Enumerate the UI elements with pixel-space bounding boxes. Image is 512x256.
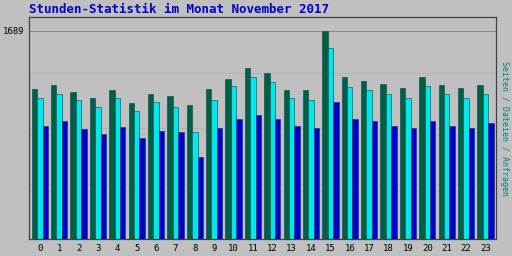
Bar: [148, 94, 153, 239]
Bar: [289, 98, 294, 239]
Bar: [361, 81, 367, 239]
Bar: [71, 92, 76, 239]
Bar: [400, 88, 405, 239]
Bar: [477, 85, 483, 239]
Bar: [314, 127, 319, 239]
Bar: [275, 119, 281, 239]
Bar: [463, 98, 469, 239]
Bar: [178, 132, 183, 239]
Bar: [95, 106, 101, 239]
Bar: [90, 98, 95, 239]
Bar: [245, 68, 250, 239]
Bar: [380, 84, 386, 239]
Bar: [438, 85, 444, 239]
Bar: [308, 100, 314, 239]
Bar: [294, 126, 300, 239]
Bar: [444, 94, 450, 239]
Bar: [458, 88, 463, 239]
Bar: [450, 126, 455, 239]
Bar: [333, 102, 338, 239]
Bar: [347, 87, 352, 239]
Bar: [37, 98, 42, 239]
Bar: [488, 123, 494, 239]
Bar: [76, 100, 81, 239]
Bar: [483, 94, 488, 239]
Bar: [231, 86, 236, 239]
Bar: [469, 127, 474, 239]
Bar: [255, 115, 261, 239]
Bar: [270, 82, 275, 239]
Bar: [56, 94, 62, 239]
Bar: [342, 77, 347, 239]
Bar: [192, 132, 198, 239]
Bar: [167, 96, 173, 239]
Text: Stunden-Statistik im Monat November 2017: Stunden-Statistik im Monat November 2017: [29, 3, 329, 16]
Bar: [284, 90, 289, 239]
Bar: [115, 98, 120, 239]
Bar: [328, 48, 333, 239]
Bar: [139, 138, 145, 239]
Bar: [101, 134, 106, 239]
Bar: [42, 126, 48, 239]
Bar: [264, 73, 270, 239]
Bar: [424, 86, 430, 239]
Bar: [391, 126, 397, 239]
Bar: [211, 100, 217, 239]
Bar: [120, 127, 125, 239]
Bar: [236, 119, 242, 239]
Bar: [129, 103, 134, 239]
Bar: [153, 102, 159, 239]
Bar: [386, 94, 391, 239]
Bar: [352, 119, 358, 239]
Bar: [372, 121, 377, 239]
Bar: [250, 78, 255, 239]
Bar: [134, 111, 139, 239]
Bar: [81, 129, 87, 239]
Bar: [109, 90, 115, 239]
Bar: [51, 85, 56, 239]
Bar: [419, 78, 424, 239]
Bar: [411, 127, 416, 239]
Bar: [32, 89, 37, 239]
Bar: [430, 121, 435, 239]
Bar: [206, 89, 211, 239]
Bar: [62, 121, 67, 239]
Bar: [217, 127, 222, 239]
Bar: [367, 90, 372, 239]
Bar: [187, 105, 192, 239]
Bar: [173, 106, 178, 239]
Bar: [405, 98, 411, 239]
Bar: [225, 79, 231, 239]
Bar: [159, 131, 164, 239]
Bar: [198, 157, 203, 239]
Bar: [322, 31, 328, 239]
Bar: [303, 90, 308, 239]
Y-axis label: Seiten / Dateien / Anfragen: Seiten / Dateien / Anfragen: [500, 61, 509, 196]
